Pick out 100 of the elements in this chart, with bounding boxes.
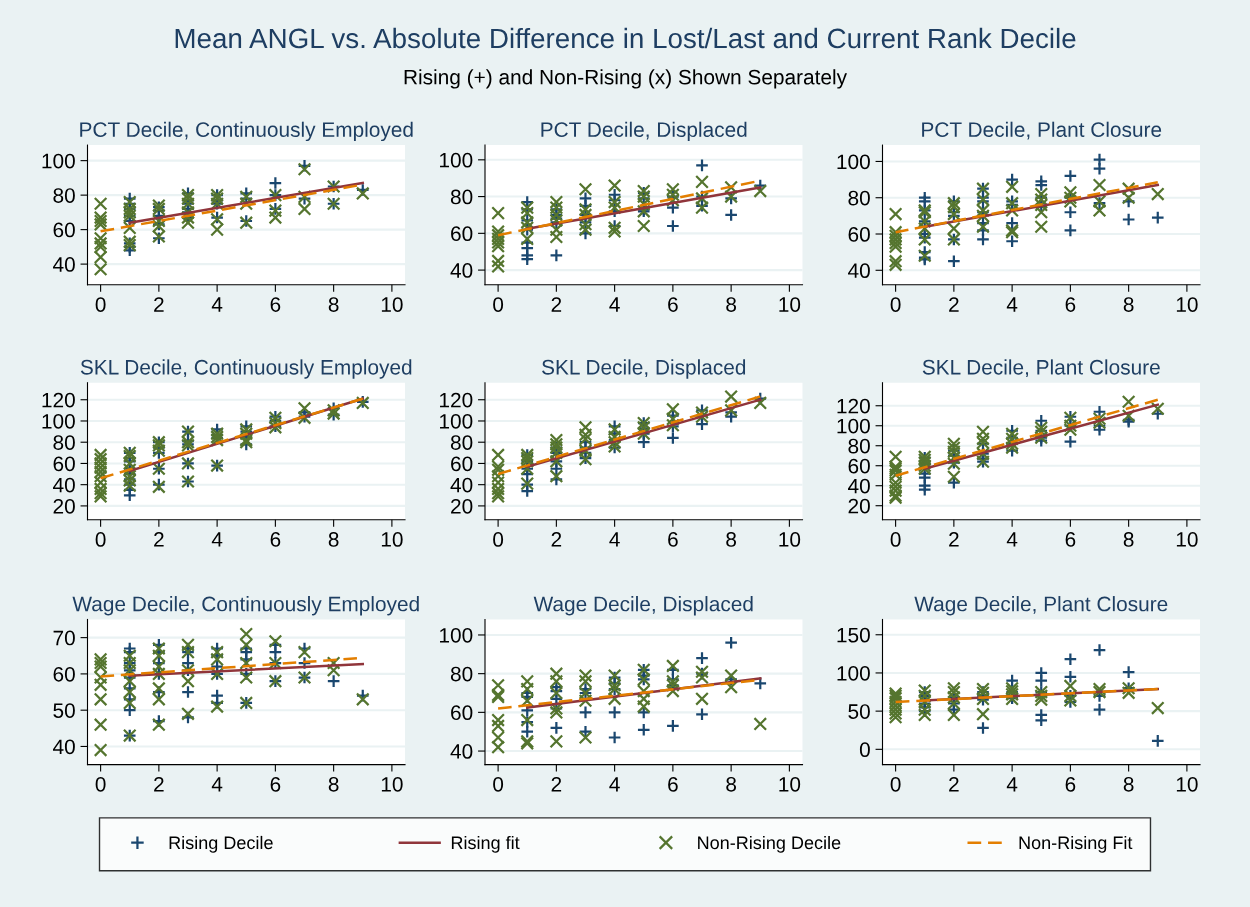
y-tick-label: 100: [837, 154, 870, 170]
x-tick-label: 10: [1176, 532, 1198, 547]
y-tick-label: 20: [451, 498, 473, 514]
x-tick-label: 4: [1006, 777, 1018, 792]
x-tick-label: 8: [726, 297, 737, 312]
x-tick-label: 2: [551, 532, 562, 547]
x-tick-label: 2: [551, 776, 562, 792]
x-tick-label: 8: [1123, 776, 1134, 792]
y-tick-label: 100: [837, 665, 870, 681]
x-tick-label: 4: [211, 297, 223, 312]
x-tick-label: 4: [1006, 532, 1018, 547]
y-tick-label: 150: [837, 627, 870, 643]
y-tick-label: 60: [53, 456, 75, 472]
y-tick-label: 20: [848, 498, 870, 514]
y-tick-label: 0: [859, 742, 870, 758]
x-tick-label: 10: [1176, 297, 1198, 312]
x-tick-label: 10: [779, 297, 801, 312]
x-tick-label: 4: [609, 297, 620, 312]
chart-title: Wage Decile, Continuously Employed: [72, 596, 419, 616]
x-tick-label: 8: [328, 776, 339, 792]
x-tick-label: 10: [381, 776, 403, 792]
y-tick-label: 60: [53, 666, 75, 682]
x-tick-label: 6: [1065, 297, 1076, 312]
y-tick-label: 40: [848, 263, 870, 279]
x-tick-label: 6: [668, 532, 678, 547]
y-tick-label: 50: [848, 704, 870, 719]
y-tick-label: 80: [53, 435, 75, 450]
x-tick-label: 2: [551, 297, 562, 312]
x-tick-label: 2: [154, 297, 164, 312]
y-tick-label: 60: [451, 456, 473, 472]
x-tick-label: 6: [668, 776, 678, 792]
y-tick-label: 20: [53, 498, 75, 514]
y-tick-label: 100: [440, 627, 473, 643]
y-tick-label: 60: [848, 227, 870, 242]
y-tick-label: 120: [42, 392, 75, 408]
x-tick-label: 6: [270, 297, 281, 312]
x-tick-label: 0: [493, 776, 504, 792]
x-tick-label: 6: [270, 532, 281, 547]
text: Mean ANGL vs. Absolute Difference in Lost/Last and Current Rank Decile: [175, 27, 1076, 49]
y-tick-label: 80: [848, 190, 870, 206]
x-tick-label: 0: [493, 532, 504, 547]
y-tick-label: 40: [53, 257, 75, 272]
legend-label: Rising fit: [451, 835, 520, 853]
x-tick-label: 6: [1065, 532, 1076, 547]
x-tick-label: 0: [95, 297, 106, 312]
x-tick-label: 4: [1006, 297, 1018, 312]
x-tick-label: 10: [1176, 776, 1198, 792]
y-tick-label: 100: [440, 413, 473, 429]
x-tick-label: 0: [95, 532, 106, 547]
x-tick-label: 6: [668, 297, 678, 312]
y-tick-label: 60: [451, 705, 473, 721]
x-tick-label: 8: [328, 532, 339, 547]
x-tick-label: 2: [154, 532, 164, 547]
x-tick-label: 8: [726, 532, 737, 547]
chart-title: SKL Decile, Continuously Employed: [80, 359, 412, 379]
chart-title: PCT Decile, Displaced: [541, 121, 747, 142]
y-tick-label: 100: [42, 153, 75, 169]
x-tick-label: 2: [949, 776, 959, 792]
legend-label: Non-Rising Fit: [1019, 835, 1133, 853]
legend-label: Rising Decile: [169, 835, 273, 853]
x-tick-label: 8: [1123, 532, 1134, 547]
x-tick-label: 4: [211, 532, 223, 547]
x-tick-label: 8: [726, 776, 737, 792]
x-tick-label: 10: [381, 297, 403, 312]
chart-title: SKL Decile, Plant Closure: [922, 359, 1160, 378]
chart-title: Wage Decile, Displaced: [533, 596, 753, 616]
x-tick-label: 8: [328, 297, 339, 312]
text: Rising (+) and Non-Rising (x) Shown Separately: [404, 69, 847, 89]
y-tick-label: 120: [440, 392, 473, 408]
y-tick-label: 70: [53, 630, 75, 646]
x-tick-label: 10: [381, 532, 403, 547]
y-tick-label: 40: [848, 478, 870, 494]
chart-title: PCT Decile, Plant Closure: [922, 121, 1162, 140]
x-tick-label: 4: [211, 777, 223, 792]
legend-label: Non-Rising Decile: [698, 835, 841, 853]
y-tick-label: 80: [848, 438, 870, 454]
y-tick-label: 60: [53, 222, 75, 238]
y-tick-label: 80: [450, 435, 473, 450]
x-tick-label: 0: [890, 532, 901, 547]
x-tick-label: 4: [609, 777, 620, 792]
y-tick-label: 120: [837, 398, 870, 414]
y-tick-label: 100: [837, 418, 870, 434]
chart-title: Wage Decile, Plant Closure: [914, 596, 1168, 616]
chart-title: PCT Decile, Continuously Employed: [80, 121, 413, 142]
chart-title: SKL Decile, Displaced: [542, 359, 746, 379]
y-tick-label: 100: [42, 413, 75, 429]
y-tick-label: 80: [53, 188, 75, 203]
x-tick-label: 0: [95, 776, 106, 792]
x-tick-label: 0: [890, 297, 901, 312]
y-tick-label: 100: [440, 152, 473, 168]
y-tick-label: 60: [848, 458, 870, 474]
y-tick-label: 40: [450, 477, 473, 493]
y-tick-label: 80: [450, 666, 473, 682]
x-tick-label: 6: [1065, 776, 1076, 792]
y-tick-label: 60: [451, 226, 473, 242]
y-tick-label: 50: [53, 703, 75, 718]
y-tick-label: 40: [53, 477, 75, 493]
x-tick-label: 10: [779, 532, 801, 547]
x-tick-label: 0: [890, 776, 901, 792]
y-tick-label: 40: [450, 744, 473, 759]
